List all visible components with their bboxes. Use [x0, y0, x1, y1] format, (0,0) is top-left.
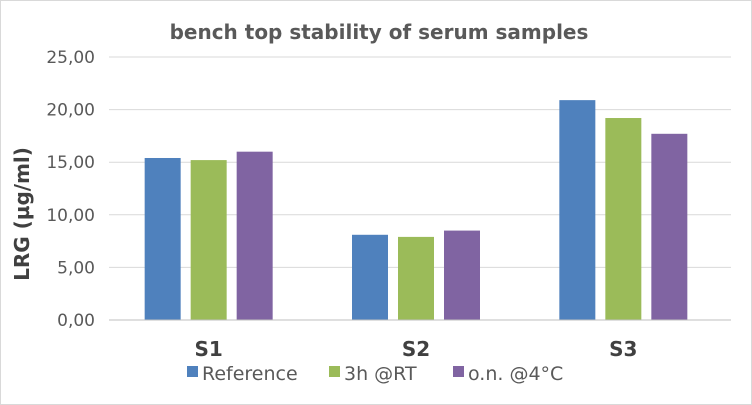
legend-swatch: [453, 366, 464, 377]
chart-title: bench top stability of serum samples: [170, 20, 589, 44]
legend-label: o.n. @4°C: [468, 363, 563, 385]
bar-s1-series-2: [190, 160, 227, 320]
x-tick-label: S3: [609, 337, 637, 361]
y-tick-label: 20,00: [46, 101, 95, 121]
bar-s1-series-1: [144, 157, 181, 320]
bars: [144, 100, 688, 321]
y-tick-label: 25,00: [46, 48, 95, 68]
bar-s2-series-2: [398, 236, 434, 320]
x-tick-label: S1: [195, 337, 223, 361]
bar-s1-series-3: [236, 151, 273, 320]
bar-s3-series-3: [651, 133, 688, 320]
bar-s3-series-2: [605, 118, 642, 321]
y-tick-label: 15,00: [46, 153, 95, 173]
y-tick-label: 10,00: [46, 206, 95, 226]
y-axis-ticks: 0,00 5,00 10,00 15,00 20,00 25,00: [46, 48, 95, 331]
bar-s2-series-1: [352, 234, 388, 320]
bar-s2-series-3: [444, 230, 480, 320]
legend-swatch: [329, 366, 340, 377]
legend: Reference 3h @RT o.n. @4°C: [187, 363, 563, 385]
y-tick-label: 5,00: [57, 258, 95, 278]
legend-swatch: [187, 366, 198, 377]
legend-label: Reference: [202, 363, 298, 385]
x-axis-ticks: S1 S2 S3: [195, 337, 638, 361]
x-tick-label: S2: [402, 337, 430, 361]
y-axis-label: LRG (µg/ml): [10, 147, 34, 281]
y-tick-label: 0,00: [57, 311, 95, 331]
bar-s3-series-1: [559, 100, 596, 320]
legend-label: 3h @RT: [344, 363, 417, 385]
